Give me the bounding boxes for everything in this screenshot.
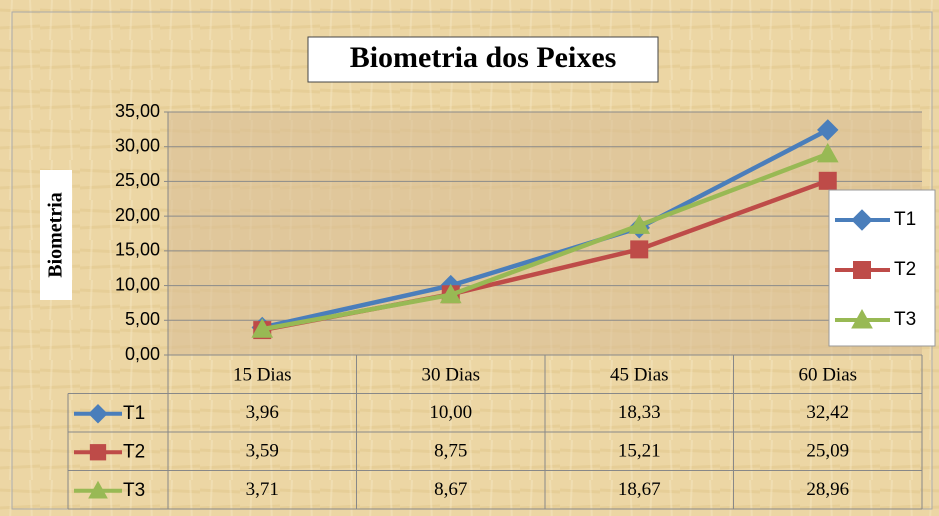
y-tick-label: 10,00 xyxy=(115,274,160,294)
y-tick-label: 15,00 xyxy=(115,240,160,260)
y-tick-label: 20,00 xyxy=(115,205,160,225)
plot-area xyxy=(168,112,922,355)
marker xyxy=(631,241,648,258)
table-row-name: T2 xyxy=(123,441,145,462)
table-cell: 8,67 xyxy=(434,479,467,500)
x-tick-label: 30 Dias xyxy=(421,365,480,386)
legend-label: T3 xyxy=(894,309,916,330)
table-cell: 15,21 xyxy=(618,441,661,462)
table-cell: 32,42 xyxy=(806,402,849,423)
x-tick-label: 15 Dias xyxy=(233,365,292,386)
y-tick-label: 35,00 xyxy=(115,101,160,121)
table-cell: 3,96 xyxy=(246,402,279,423)
chart: Biometria dos Peixes Biometria 0,00 5,00 1… xyxy=(0,0,939,516)
table-row-name: T1 xyxy=(123,403,145,424)
marker xyxy=(90,445,105,460)
table-cell: 28,96 xyxy=(806,479,849,500)
table-row-name: T3 xyxy=(123,480,145,501)
chart-title: Biometria dos Peixes xyxy=(350,41,617,74)
table-cell: 3,71 xyxy=(246,479,279,500)
table-cell: 10,00 xyxy=(429,402,472,423)
legend-label: T1 xyxy=(894,209,916,230)
y-tick-label: 25,00 xyxy=(115,170,160,190)
table-cell: 18,33 xyxy=(618,402,661,423)
table-cell: 18,67 xyxy=(618,479,661,500)
y-tick-label: 5,00 xyxy=(125,309,160,329)
marker xyxy=(819,172,836,189)
table-cell: 25,09 xyxy=(806,441,849,462)
x-tick-label: 45 Dias xyxy=(610,365,669,386)
y-tick-label: 0,00 xyxy=(125,344,160,364)
legend-label: T2 xyxy=(894,259,916,280)
x-tick-label: 60 Dias xyxy=(798,365,857,386)
table-cell: 8,75 xyxy=(434,441,467,462)
table-cell: 3,59 xyxy=(246,441,279,462)
marker xyxy=(854,262,871,279)
y-tick-label: 30,00 xyxy=(115,135,160,155)
y-axis-label: Biometria xyxy=(45,192,67,278)
